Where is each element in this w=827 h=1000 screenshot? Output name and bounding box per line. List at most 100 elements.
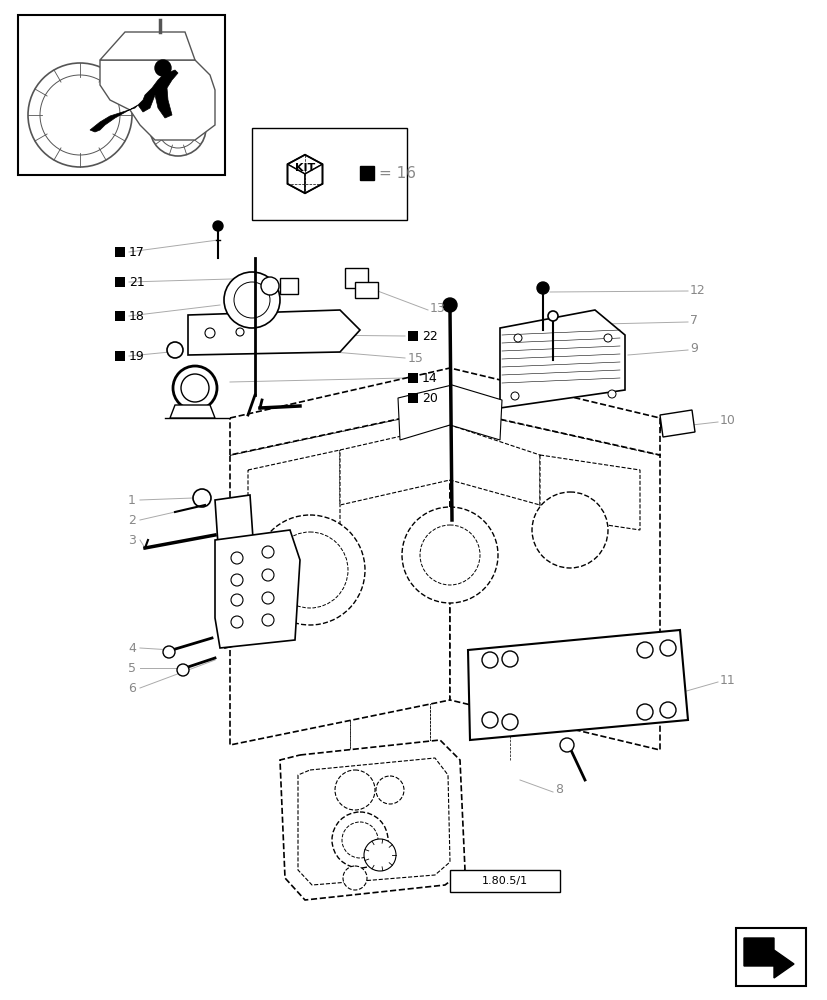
Bar [408,331,418,341]
Polygon shape [280,740,465,900]
Polygon shape [100,60,215,140]
Bar [360,166,374,180]
Circle shape [224,272,280,328]
Circle shape [28,63,131,167]
Text: 15: 15 [408,352,423,364]
Circle shape [40,75,120,155]
Polygon shape [138,70,178,118]
Circle shape [501,714,518,730]
Bar [115,311,125,321]
Polygon shape [449,408,659,750]
Circle shape [231,552,242,564]
Bar [408,393,418,403]
Text: 18: 18 [129,310,145,322]
Text: 21: 21 [129,275,145,288]
Circle shape [261,614,274,626]
Polygon shape [287,155,322,174]
Circle shape [234,282,270,318]
Circle shape [342,866,366,890]
Polygon shape [248,450,340,590]
Circle shape [231,594,242,606]
Circle shape [481,652,497,668]
Polygon shape [230,408,449,745]
Polygon shape [170,405,215,418]
Polygon shape [100,32,195,60]
Circle shape [205,328,215,338]
Text: 4: 4 [128,642,136,654]
Text: 9: 9 [689,342,697,355]
Circle shape [659,640,675,656]
Text: 12: 12 [689,284,705,296]
Text: 1: 1 [128,493,136,506]
Circle shape [181,374,208,402]
Circle shape [419,525,480,585]
Text: 22: 22 [422,330,437,342]
Polygon shape [280,278,298,294]
Bar [115,247,125,257]
Circle shape [158,108,198,148]
Text: 7: 7 [689,314,697,326]
Text: 5: 5 [128,662,136,674]
Text: KIT: KIT [294,163,315,173]
Circle shape [659,702,675,718]
Circle shape [510,392,519,400]
Polygon shape [345,268,367,288]
Circle shape [177,664,189,676]
Polygon shape [340,425,539,505]
Circle shape [167,342,183,358]
Circle shape [335,770,375,810]
Polygon shape [743,938,793,978]
Text: 13: 13 [429,302,445,314]
Text: 10: 10 [719,414,735,426]
Circle shape [402,507,497,603]
Circle shape [332,812,388,868]
Circle shape [603,334,611,342]
Circle shape [261,592,274,604]
Polygon shape [467,630,687,740]
Text: 1.80.5/1: 1.80.5/1 [481,876,528,886]
Polygon shape [355,282,378,298]
Circle shape [636,704,653,720]
Circle shape [375,776,404,804]
Text: 19: 19 [129,350,145,362]
Bar [115,277,125,287]
Circle shape [532,492,607,568]
Polygon shape [539,455,639,530]
Circle shape [442,298,457,312]
Bar [115,351,125,361]
Polygon shape [188,310,360,355]
Circle shape [213,221,222,231]
Text: 6: 6 [128,682,136,694]
Polygon shape [659,410,694,437]
Circle shape [173,366,217,410]
Text: 11: 11 [719,674,735,686]
Polygon shape [304,164,322,193]
Circle shape [193,489,211,507]
Circle shape [514,334,521,342]
Polygon shape [90,105,138,132]
Circle shape [559,738,573,752]
Polygon shape [298,758,449,885]
Text: = 16: = 16 [379,166,416,181]
Polygon shape [215,495,260,648]
Circle shape [501,651,518,667]
Text: 2: 2 [128,514,136,526]
Polygon shape [230,368,659,455]
Polygon shape [287,164,304,193]
Polygon shape [398,385,501,440]
Circle shape [607,390,615,398]
Circle shape [364,839,395,871]
Circle shape [231,574,242,586]
Circle shape [236,328,244,336]
Bar [18,15,225,175]
Circle shape [261,277,279,295]
Circle shape [261,546,274,558]
Polygon shape [500,310,624,408]
Circle shape [155,60,171,76]
Circle shape [481,712,497,728]
Text: 3: 3 [128,534,136,546]
Circle shape [342,822,378,858]
Circle shape [231,616,242,628]
Text: 8: 8 [554,783,562,796]
Circle shape [261,569,274,581]
